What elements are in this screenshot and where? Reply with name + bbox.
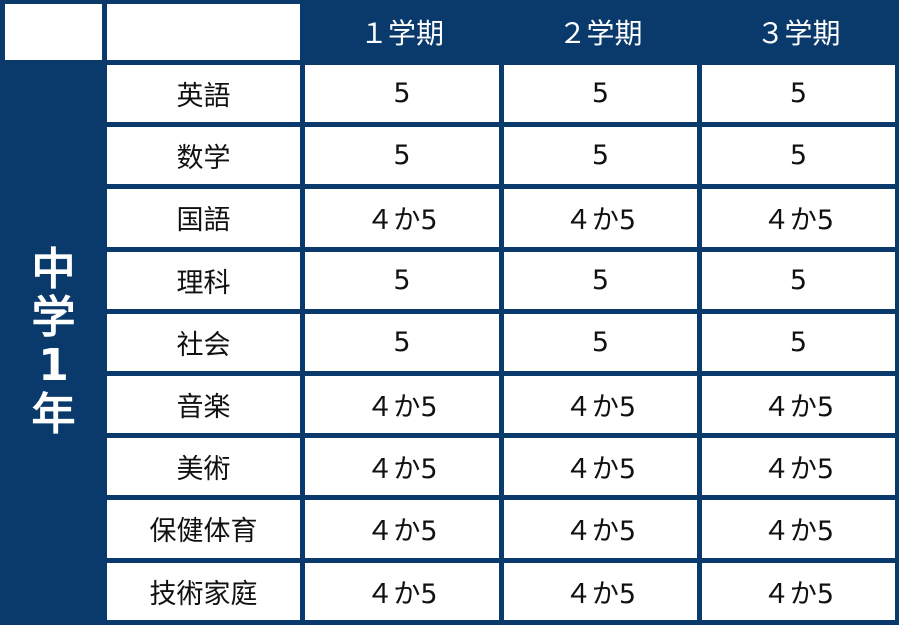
grade-cell: 5 <box>702 313 895 371</box>
subject-cell: 理科 <box>107 251 300 309</box>
grade-cell: ４か5 <box>305 438 499 496</box>
subject-cell: 美術 <box>107 438 300 496</box>
term-1-header: １学期 <box>305 4 499 60</box>
grade-cell: 5 <box>702 65 895 123</box>
year-char: 学 <box>31 291 76 343</box>
grade-cell: ４か5 <box>702 375 895 434</box>
grade-cell: 5 <box>504 127 697 185</box>
subject-cell: 技術家庭 <box>107 562 300 620</box>
subject-cell: 音楽 <box>107 375 300 434</box>
grade-cell: ４か5 <box>702 500 895 558</box>
grade-cell: 5 <box>504 65 697 123</box>
grade-cell: 5 <box>305 251 499 309</box>
grade-cell: ４か5 <box>305 500 499 558</box>
grade-cell: 5 <box>305 313 499 371</box>
grade-cell: ４か5 <box>504 438 697 496</box>
grade-cell: ４か5 <box>305 189 499 247</box>
subject-header-cell <box>107 4 300 60</box>
grade-cell: 5 <box>504 251 697 309</box>
grade-cell: 5 <box>702 251 895 309</box>
year-char: 1 <box>38 340 69 392</box>
grade-year-label: 中 学 1 年 <box>5 65 102 620</box>
subject-cell: 数学 <box>107 127 300 185</box>
term-3-header: ３学期 <box>702 4 895 60</box>
grade-cell: ４か5 <box>702 438 895 496</box>
grade-cell: ４か5 <box>504 189 697 247</box>
grade-cell: ４か5 <box>702 562 895 620</box>
grade-cell: 5 <box>702 127 895 185</box>
grade-cell: ４か5 <box>504 375 697 434</box>
subject-cell: 英語 <box>107 65 300 123</box>
year-char: 中 <box>31 243 76 295</box>
subject-cell: 国語 <box>107 189 300 247</box>
year-char: 年 <box>31 388 76 440</box>
subject-cell: 社会 <box>107 313 300 371</box>
corner-cell <box>5 4 102 60</box>
grade-cell: ４か5 <box>504 562 697 620</box>
grade-cell: ４か5 <box>504 500 697 558</box>
grade-cell: 5 <box>305 127 499 185</box>
grade-cell: ４か5 <box>702 189 895 247</box>
grade-cell: ４か5 <box>305 375 499 434</box>
term-2-header: ２学期 <box>504 4 697 60</box>
grade-cell: 5 <box>305 65 499 123</box>
grade-cell: ４か5 <box>305 562 499 620</box>
subject-cell: 保健体育 <box>107 500 300 558</box>
grade-cell: 5 <box>504 313 697 371</box>
